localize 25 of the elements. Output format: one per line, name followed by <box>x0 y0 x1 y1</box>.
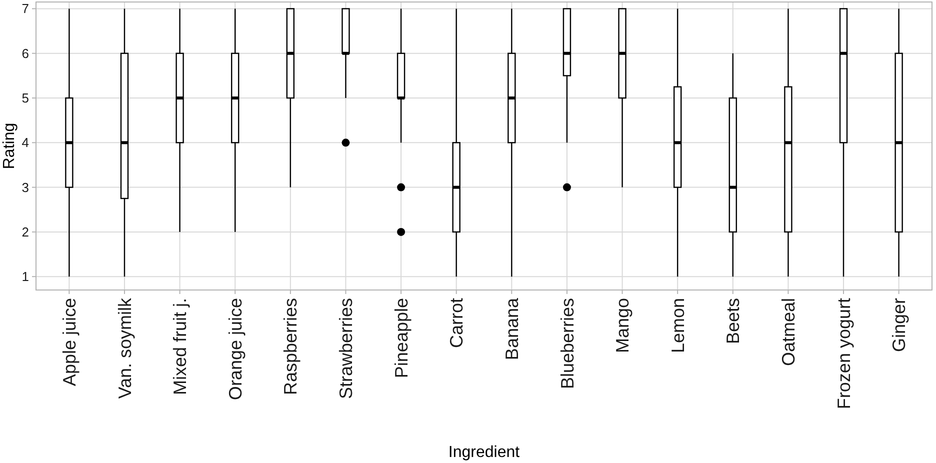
y-axis-title: Rating <box>1 122 18 170</box>
y-tick-label: 7 <box>22 1 29 16</box>
x-tick-label: Mixed fruit j. <box>170 298 190 396</box>
x-tick-label: Pineapple <box>391 298 412 378</box>
x-tick-label: Oatmeal <box>778 298 798 366</box>
x-tick-label: Ginger <box>889 298 910 352</box>
x-axis-title: Ingredient <box>448 444 520 461</box>
x-tick-label: Orange juice <box>225 298 246 400</box>
x-tick-label: Frozen yogurt <box>834 298 854 410</box>
y-tick-label: 1 <box>22 269 29 284</box>
x-tick-label: Carrot <box>446 298 467 348</box>
y-tick-label: 3 <box>22 180 29 195</box>
x-tick-label: Raspberries <box>280 298 301 396</box>
x-tick-label: Blueberries <box>557 298 578 390</box>
y-tick-label: 2 <box>22 224 29 240</box>
x-tick-label: Beets <box>723 298 744 344</box>
x-tick-label: Strawberries <box>336 298 356 400</box>
y-tick-label: 5 <box>22 90 29 106</box>
x-tick-label: Banana <box>502 297 522 360</box>
x-tick-label: Lemon <box>668 298 688 354</box>
x-tick-label: Van. soymilk <box>114 297 135 399</box>
x-tick-label: Mango <box>612 298 633 354</box>
x-tick-label: Apple juice <box>59 298 80 386</box>
y-tick-label: 4 <box>22 135 29 150</box>
y-tick-label: 6 <box>22 46 29 61</box>
